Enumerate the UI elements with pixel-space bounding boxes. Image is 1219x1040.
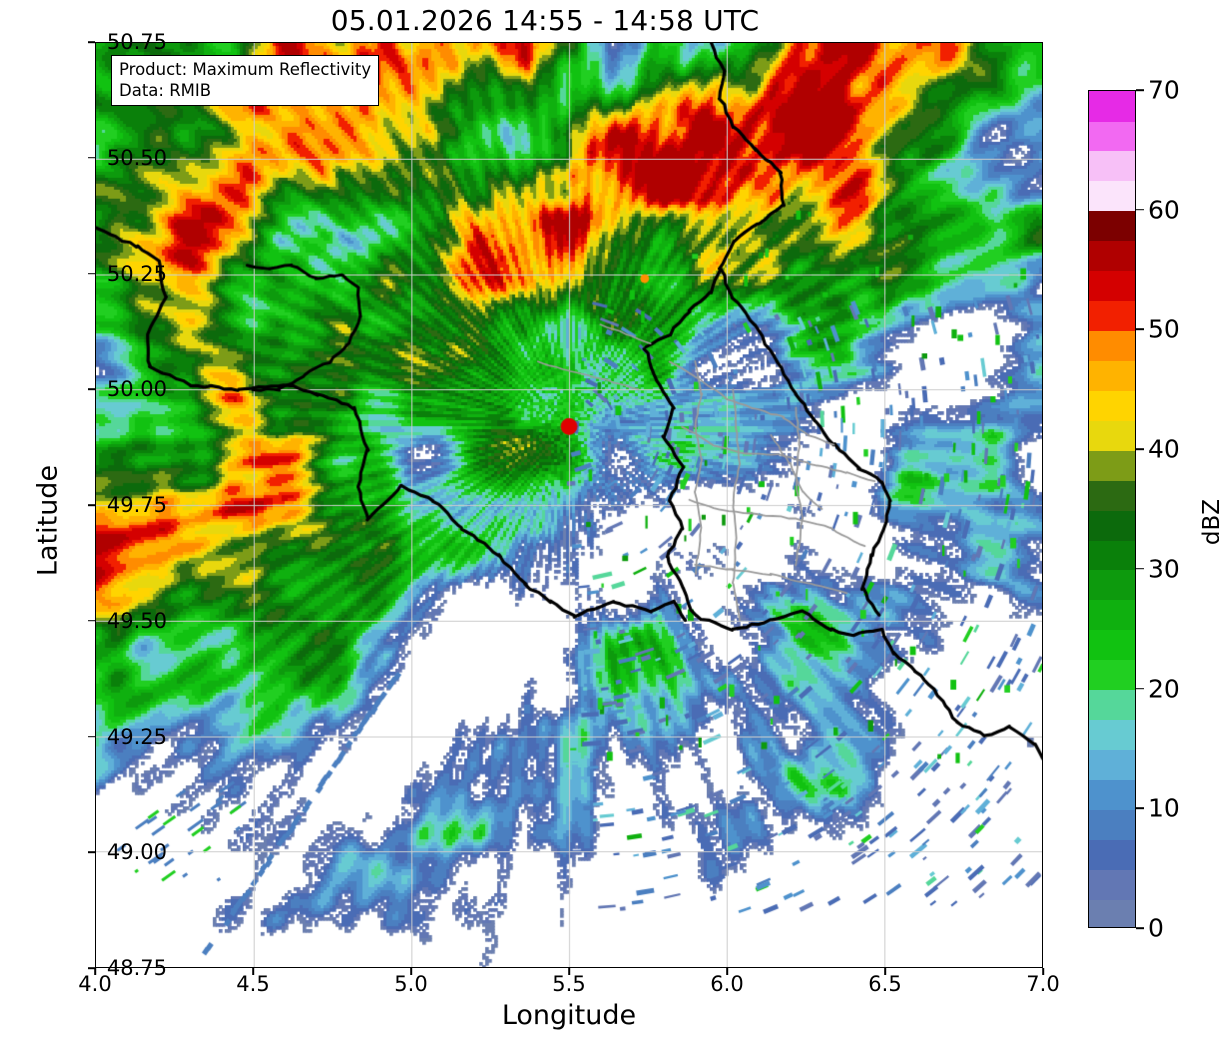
x-tick-mark — [1042, 968, 1044, 975]
colorbar-band — [1089, 869, 1135, 900]
y-tick-mark — [88, 851, 95, 854]
x-tick-label: 5.0 — [394, 972, 428, 996]
colorbar-band — [1089, 420, 1135, 451]
colorbar-tick-label: 50 — [1148, 314, 1180, 344]
colorbar-band — [1089, 510, 1135, 541]
y-tick-mark — [88, 41, 95, 43]
colorbar-band — [1089, 240, 1135, 272]
colorbar-tick-label: 30 — [1148, 554, 1180, 584]
colorbar-band — [1089, 659, 1135, 691]
colorbar-tick-label: 20 — [1148, 674, 1180, 704]
x-tick-label: 4.5 — [236, 972, 270, 996]
y-tick-label: 49.50 — [106, 608, 167, 633]
colorbar-band — [1089, 300, 1135, 332]
colorbar-tick-mark — [1136, 687, 1144, 690]
colorbar-band — [1089, 809, 1135, 840]
y-tick-label: 49.75 — [106, 493, 167, 517]
colorbar-band — [1089, 629, 1135, 661]
colorbar-band — [1089, 539, 1135, 571]
product-line: Product: Maximum Reflectivity — [119, 60, 372, 79]
x-tick-label: 7.0 — [1026, 972, 1060, 996]
product-info-box: Product: Maximum Reflectivity Data: RMIB — [111, 55, 380, 107]
colorbar-tick-label: 60 — [1148, 195, 1180, 225]
x-tick-mark — [410, 968, 412, 975]
y-tick-label: 50.25 — [106, 261, 167, 286]
x-tick-mark — [884, 968, 886, 975]
x-tick-mark — [568, 968, 570, 975]
x-tick-label: 6.5 — [868, 972, 902, 996]
colorbar-tick-label: 10 — [1148, 793, 1180, 823]
colorbar-band — [1089, 120, 1135, 152]
radar-plot-area[interactable]: Product: Maximum Reflectivity Data: RMIB — [95, 42, 1043, 968]
y-tick-label: 50.75 — [106, 30, 167, 54]
x-tick-mark — [94, 968, 96, 975]
colorbar-tick-label: 70 — [1148, 75, 1180, 105]
colorbar-band — [1089, 689, 1135, 721]
x-tick-label: 6.0 — [710, 972, 744, 996]
colorbar-band — [1089, 390, 1135, 421]
y-tick-label: 48.75 — [106, 956, 167, 980]
colorbar-band — [1089, 91, 1135, 122]
colorbar-band — [1089, 270, 1135, 302]
colorbar-band — [1089, 210, 1135, 242]
x-axis-title: Longitude — [501, 1000, 637, 1031]
colorbar-band — [1089, 899, 1135, 927]
colorbar-tick-mark — [1136, 208, 1144, 211]
colorbar-band — [1089, 330, 1135, 361]
colorbar-tick-mark — [1136, 568, 1144, 570]
colorbar-band — [1089, 569, 1135, 601]
colorbar-band — [1089, 360, 1135, 391]
y-tick-mark — [88, 388, 95, 391]
colorbar-tick-mark — [1136, 328, 1144, 331]
colorbar-title: dBZ — [1199, 498, 1219, 546]
y-tick-mark — [88, 156, 95, 159]
colorbar-band — [1089, 839, 1135, 870]
y-tick-mark — [88, 272, 95, 275]
colorbar-tick-label: 40 — [1148, 434, 1180, 464]
colorbar-tick-mark — [1136, 89, 1144, 91]
y-tick-label: 50.00 — [106, 377, 167, 402]
x-tick-mark — [252, 968, 254, 975]
y-tick-mark — [88, 619, 95, 622]
x-tick-label: 4.0 — [78, 972, 112, 996]
colorbar-band — [1089, 779, 1135, 810]
y-tick-mark — [88, 735, 95, 738]
colorbar-band — [1089, 749, 1135, 780]
y-axis-title: Latitude — [32, 464, 64, 577]
y-tick-label: 49.00 — [106, 840, 167, 865]
colorbar-band — [1089, 480, 1135, 511]
colorbar-band — [1089, 599, 1135, 631]
data-source-line: Data: RMIB — [119, 81, 212, 101]
colorbar-band — [1089, 719, 1135, 751]
colorbar-tick-label: 0 — [1148, 913, 1164, 943]
y-tick-label: 50.50 — [106, 145, 167, 170]
y-tick-label: 49.25 — [106, 724, 167, 749]
colorbar-tick-mark — [1136, 448, 1144, 450]
colorbar-tick-mark — [1136, 927, 1144, 929]
y-tick-mark — [88, 967, 95, 969]
colorbar-band — [1089, 180, 1135, 212]
y-tick-mark — [88, 504, 95, 506]
map-overlay-layer — [96, 43, 1042, 967]
colorbar-band — [1089, 150, 1135, 182]
colorbar-band — [1089, 450, 1135, 481]
x-tick-label: 5.5 — [552, 972, 586, 996]
colorbar[interactable] — [1088, 90, 1136, 928]
page-title: 05.01.2026 14:55 - 14:58 UTC — [330, 4, 760, 37]
colorbar-tick-mark — [1136, 807, 1144, 810]
x-tick-mark — [726, 968, 728, 975]
